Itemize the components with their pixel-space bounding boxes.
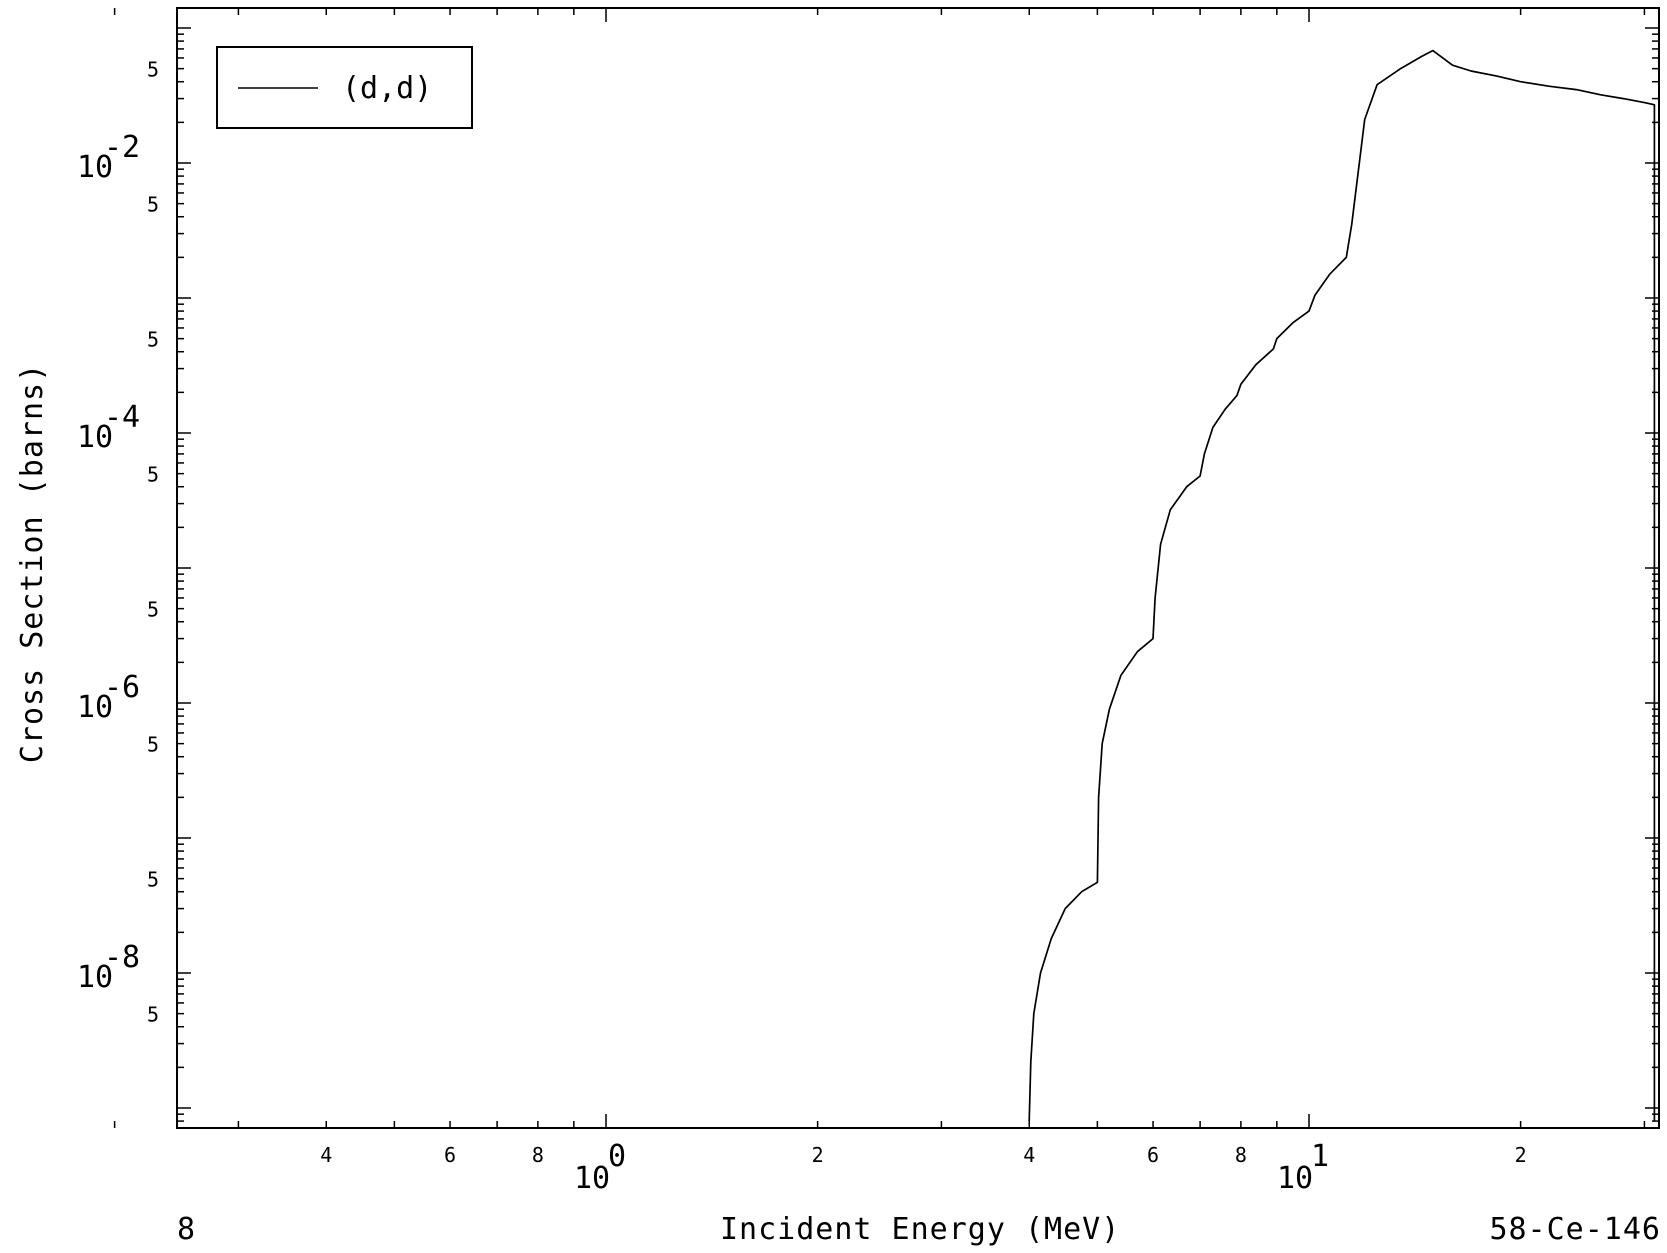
y-minor-tick-label: 5 [147,598,159,622]
legend: (d,d) [216,46,473,129]
y-major-tick-base: 10 [77,150,113,185]
x-minor-tick-label: 4 [320,1143,332,1167]
series-line-0 [1028,49,1656,1122]
plot-frame [176,7,1660,1129]
x-minor-tick-label: 8 [1235,1143,1247,1167]
x-minor-tick-label: 8 [532,1143,544,1167]
x-minor-tick-label: 2 [812,1143,824,1167]
series-layer [1028,49,1656,1122]
y-major-tick-exponent: -2 [104,130,140,165]
x-major-tick-base: 10 [1277,1161,1313,1196]
y-minor-tick-label: 5 [147,733,159,757]
y-minor-tick-label: 5 [147,58,159,82]
y-minor-tick-label: 5 [147,328,159,352]
y-axis-label: Cross Section (barns) [15,363,50,763]
y-major-tick-base: 10 [77,960,113,995]
x-axis-label: Incident Energy (MeV) [720,1212,1121,1247]
legend-label: (d,d) [342,71,432,106]
y-minor-tick-label: 5 [147,868,159,892]
y-major-tick-base: 10 [77,690,113,725]
axis-ticks [113,8,1659,1128]
y-minor-tick-label: 5 [147,463,159,487]
x-minor-tick-label: 2 [1515,1143,1527,1167]
y-minor-tick-label: 5 [147,1003,159,1027]
footer-left-label: 8 [177,1212,197,1247]
x-major-tick-exponent: 1 [1311,1139,1329,1174]
footer-dataset-label: 58-Ce-146 [1489,1212,1661,1247]
x-minor-tick-label: 6 [1147,1143,1159,1167]
y-minor-tick-label: 5 [147,193,159,217]
x-major-tick-base: 10 [574,1161,610,1196]
y-major-tick-base: 10 [77,420,113,455]
x-minor-tick-label: 6 [444,1143,456,1167]
y-major-tick-exponent: -8 [104,940,140,975]
x-minor-tick-label: 4 [1023,1143,1035,1167]
y-major-tick-exponent: -4 [104,400,140,435]
y-major-tick-exponent: -6 [104,670,140,705]
x-major-tick-exponent: 0 [608,1139,626,1174]
